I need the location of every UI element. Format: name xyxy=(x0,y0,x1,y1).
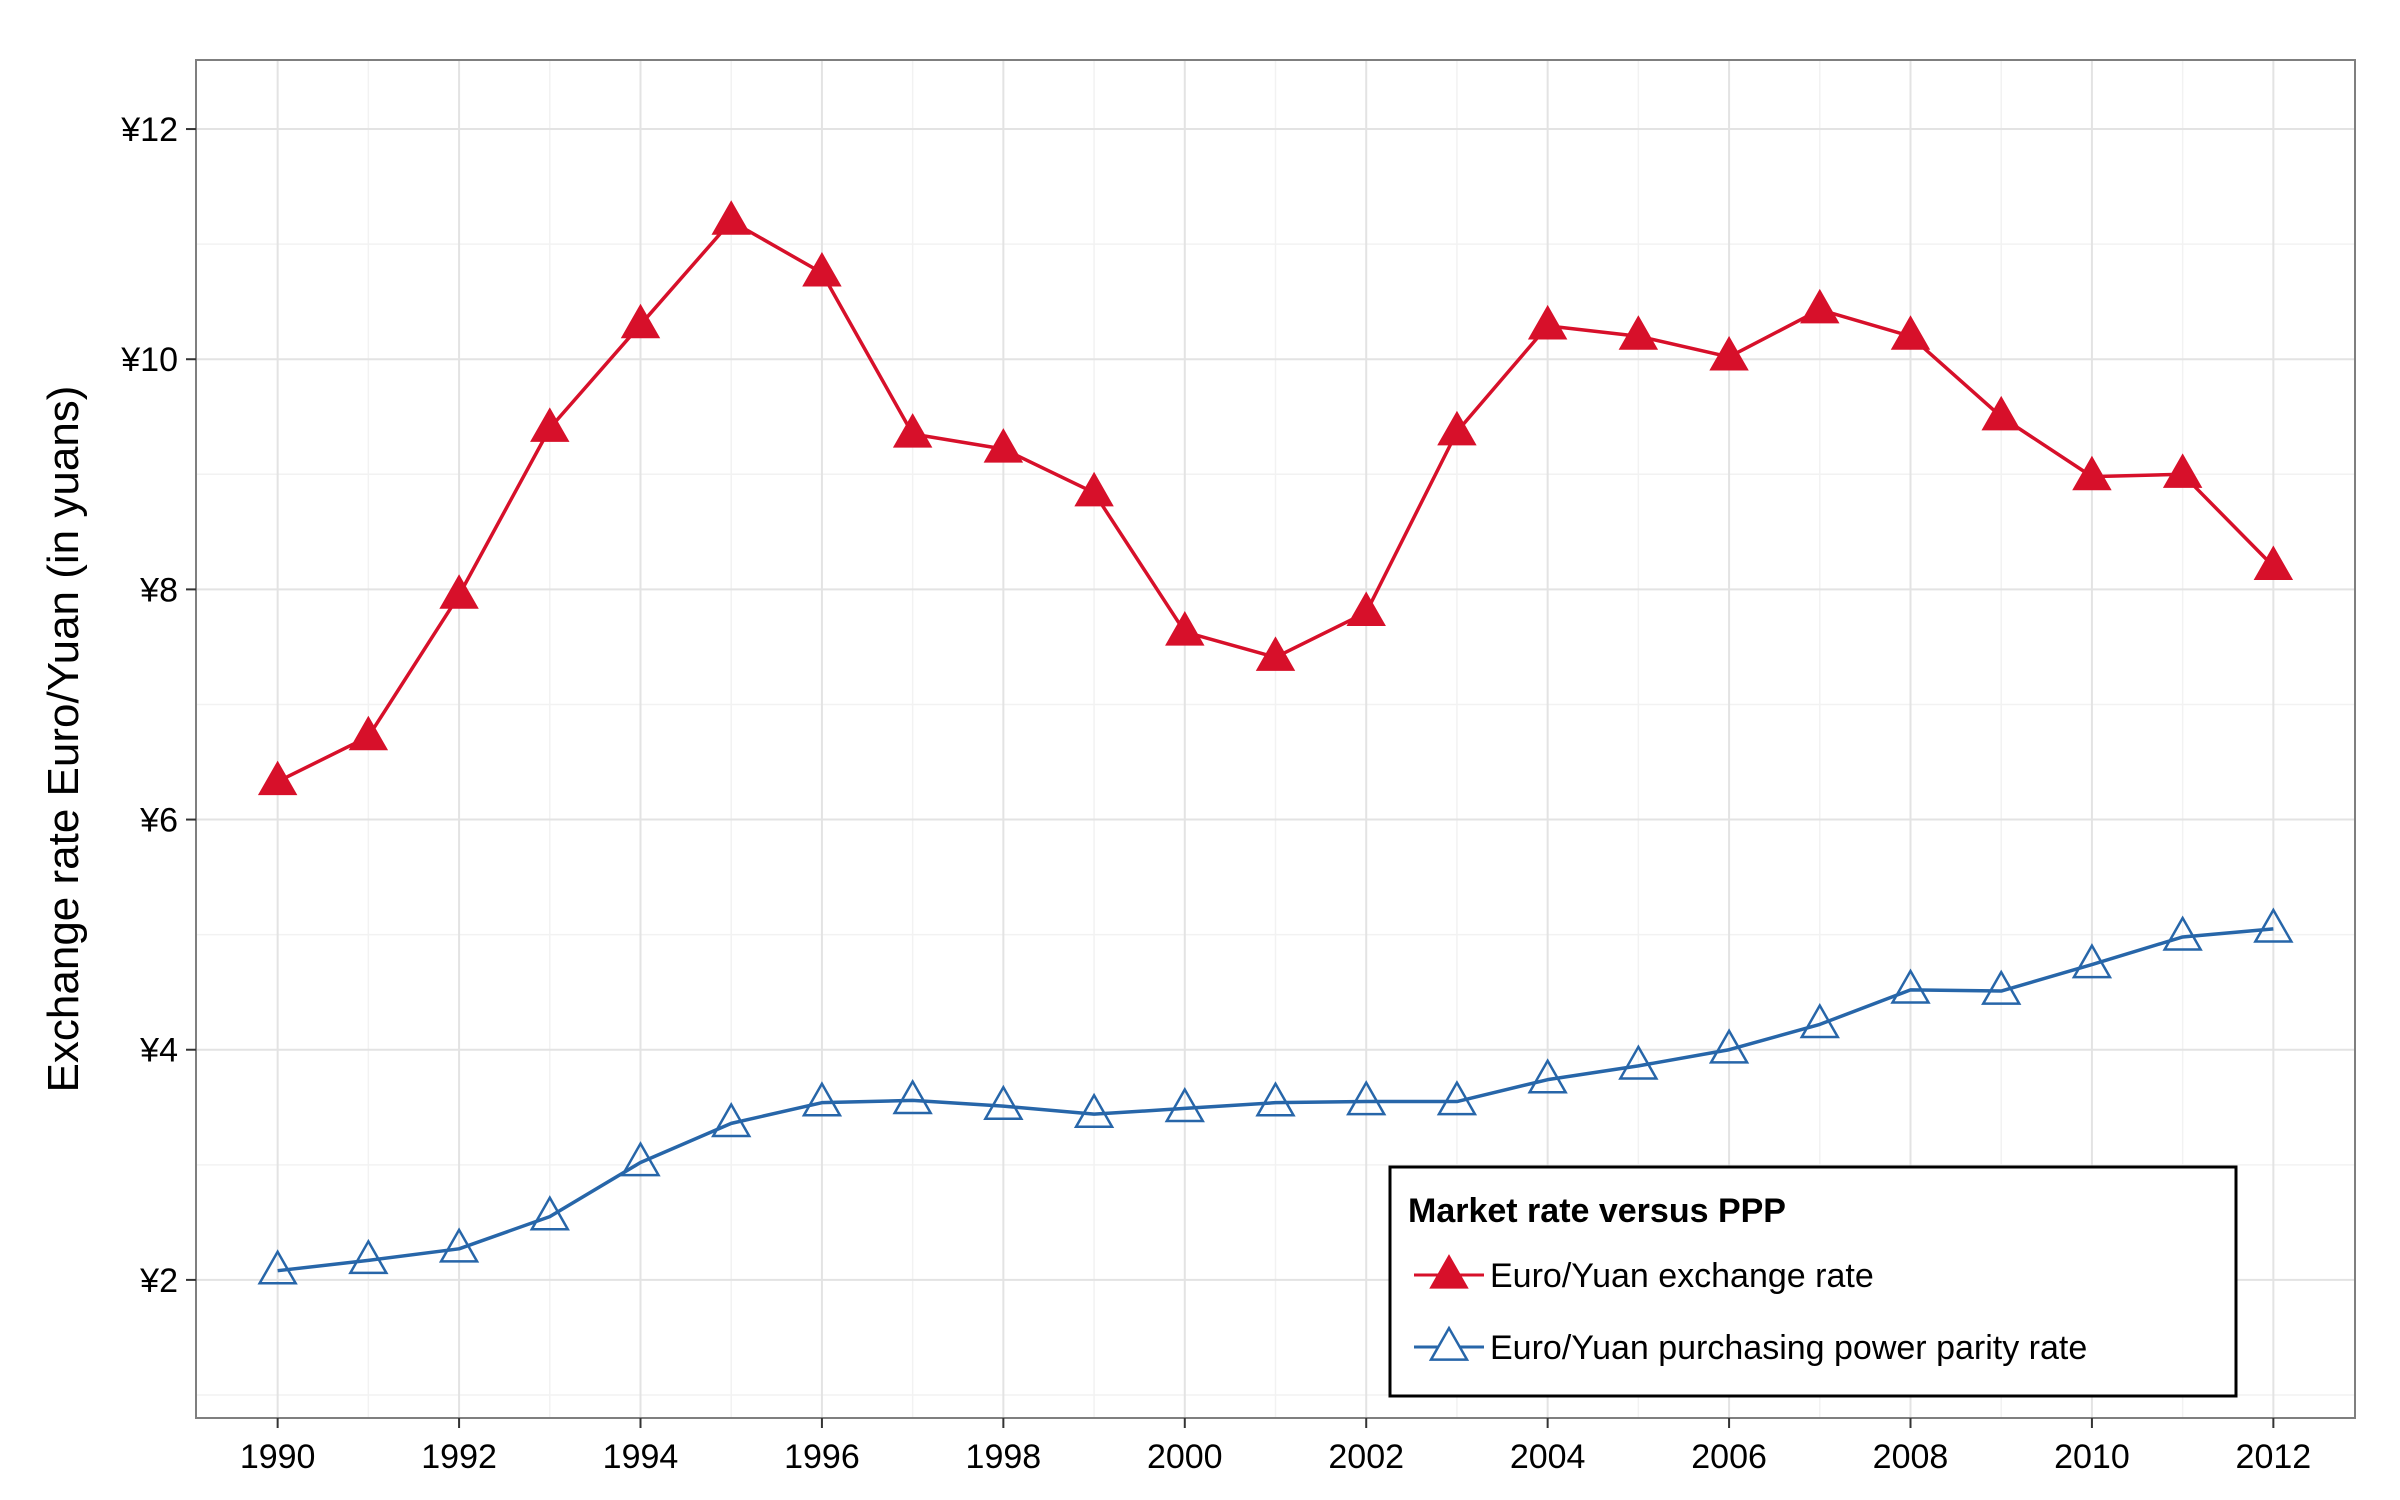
data-point-ppp-rate xyxy=(2071,943,2113,979)
y-tick-label: ¥4 xyxy=(139,1032,178,1070)
series-layer xyxy=(257,200,2294,1285)
legend-marker-ppp-rate xyxy=(1428,1325,1470,1361)
data-point-exchange-rate xyxy=(1800,288,1840,324)
legend-item-ppp-rate: Euro/Yuan purchasing power parity rate xyxy=(1414,1325,2087,1367)
data-point-ppp-rate xyxy=(2162,915,2203,951)
y-axis-ticks: ¥2 ¥4 ¥6 ¥8 ¥10 ¥12 xyxy=(120,111,196,1300)
data-point-exchange-rate xyxy=(1346,591,1386,627)
data-point-ppp-rate xyxy=(1255,1081,1296,1117)
data-point-exchange-rate xyxy=(1527,304,1568,340)
legend-box xyxy=(1388,1165,2238,1398)
data-point-ppp-rate xyxy=(801,1081,843,1117)
data-point-ppp-rate xyxy=(529,1195,570,1231)
data-point-ppp-rate xyxy=(1799,1002,1840,1039)
data-point-ppp-rate xyxy=(257,1249,298,1285)
data-point-ppp-rate xyxy=(1981,969,2022,1005)
data-point-exchange-rate xyxy=(1437,410,1477,446)
data-point-exchange-rate xyxy=(802,251,842,287)
legend-title: Market rate versus PPP xyxy=(1408,1192,1786,1230)
x-tick-label: 2010 xyxy=(2054,1438,2130,1476)
y-tick-label: ¥6 xyxy=(139,802,178,840)
data-point-ppp-rate xyxy=(1073,1092,1115,1129)
legend-marker-exchange-rate xyxy=(1429,1254,1469,1289)
x-axis-ticks: 1990 1992 1994 1996 1998 2000 2002 2004 2006 2008… xyxy=(240,1418,2311,1476)
data-point-ppp-rate xyxy=(348,1238,389,1275)
data-point-exchange-rate xyxy=(348,715,389,751)
series-exchange-rate xyxy=(257,200,2294,796)
data-point-exchange-rate xyxy=(2072,455,2112,491)
x-tick-label: 1992 xyxy=(421,1438,497,1476)
y-tick-label: ¥8 xyxy=(139,571,178,609)
data-point-ppp-rate xyxy=(1618,1044,1659,1080)
data-point-exchange-rate xyxy=(620,303,661,339)
data-point-exchange-rate xyxy=(892,413,933,448)
x-tick-label: 2000 xyxy=(1147,1438,1223,1476)
data-point-ppp-rate xyxy=(892,1078,933,1115)
data-point-exchange-rate xyxy=(439,574,479,609)
legend-label-exchange-rate: Euro/Yuan exchange rate xyxy=(1490,1257,1874,1295)
y-tick-label: ¥12 xyxy=(120,111,178,149)
y-tick-label: ¥10 xyxy=(120,341,178,379)
x-tick-label: 1996 xyxy=(784,1438,860,1476)
x-tick-label: 2004 xyxy=(1510,1438,1586,1476)
x-tick-label: 1998 xyxy=(966,1438,1042,1476)
data-point-exchange-rate xyxy=(1255,636,1296,671)
data-point-exchange-rate xyxy=(1981,395,2021,431)
data-point-ppp-rate xyxy=(1890,968,1931,1004)
data-point-exchange-rate xyxy=(1074,471,1114,507)
data-point-ppp-rate xyxy=(438,1227,480,1263)
data-point-ppp-rate xyxy=(620,1141,661,1177)
x-tick-label: 1994 xyxy=(603,1438,679,1476)
data-point-ppp-rate xyxy=(1708,1028,1750,1064)
x-tick-label: 2006 xyxy=(1691,1438,1767,1476)
series-ppp-rate xyxy=(257,907,2294,1285)
y-axis-title: Exchange rate Euro/Yuan (in yuans) xyxy=(39,386,88,1093)
data-point-ppp-rate xyxy=(1527,1058,1568,1094)
x-tick-label: 1990 xyxy=(240,1438,316,1476)
series-line-ppp-rate xyxy=(277,927,2274,1273)
data-point-exchange-rate xyxy=(983,428,1024,463)
major-gridlines xyxy=(196,60,2355,1418)
data-point-exchange-rate xyxy=(2162,453,2203,488)
data-point-exchange-rate xyxy=(1709,336,1749,371)
x-tick-label: 2012 xyxy=(2236,1438,2312,1476)
data-point-exchange-rate xyxy=(1165,611,1205,646)
legend-item-exchange-rate: Euro/Yuan exchange rate xyxy=(1414,1254,1874,1295)
data-point-ppp-rate xyxy=(1164,1087,1205,1123)
data-point-ppp-rate xyxy=(2253,907,2294,943)
legend: Market rate versus PPP Euro/Yuan exchang… xyxy=(1388,1165,2238,1398)
data-point-exchange-rate xyxy=(1618,315,1659,350)
data-point-exchange-rate xyxy=(711,200,751,235)
plot-border xyxy=(195,59,2356,1419)
data-point-exchange-rate xyxy=(530,407,570,442)
data-point-ppp-rate xyxy=(1436,1080,1478,1116)
data-point-ppp-rate xyxy=(711,1101,752,1138)
data-point-ppp-rate xyxy=(983,1084,1024,1120)
data-point-exchange-rate xyxy=(2253,545,2294,580)
minor-gridlines xyxy=(196,60,2355,1418)
y-tick-label: ¥2 xyxy=(139,1262,178,1300)
data-point-exchange-rate xyxy=(257,760,298,796)
x-tick-label: 2008 xyxy=(1873,1438,1949,1476)
legend-label-ppp-rate: Euro/Yuan purchasing power parity rate xyxy=(1490,1329,2087,1367)
data-point-exchange-rate xyxy=(1890,315,1931,350)
data-point-ppp-rate xyxy=(1346,1080,1387,1116)
x-tick-label: 2002 xyxy=(1328,1438,1404,1476)
